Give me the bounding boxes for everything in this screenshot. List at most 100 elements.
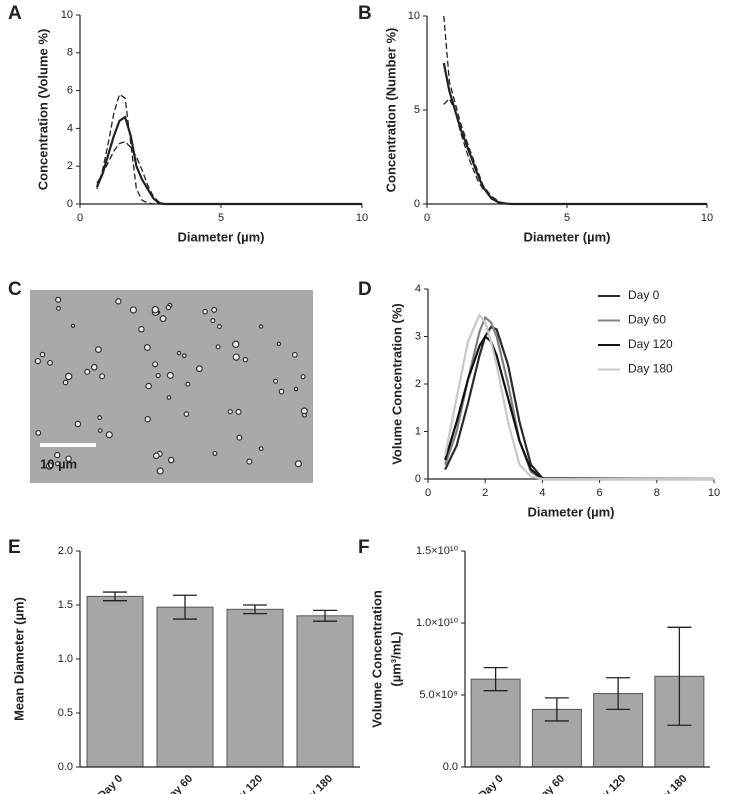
panel-letter: D [358,279,372,300]
particle [210,318,216,324]
particle [294,460,303,468]
particle [273,378,279,384]
particle [144,416,151,423]
particle [70,323,76,328]
error-bar [243,604,267,615]
x-tick-label: 0 [77,212,83,224]
particle [202,308,208,315]
particle [183,411,190,417]
particle [235,408,242,415]
particle [105,431,113,439]
panel-letter: A [8,3,22,24]
x-tick-label: Day 0 [477,773,506,794]
particle [45,462,54,470]
series-line [442,62,707,206]
particle [129,306,138,314]
panel-letter: C [8,279,22,300]
x-tick-label: 4 [539,487,545,499]
y-axis-title: Volume Concentration [369,590,384,728]
y-tick-label: 5.0×10⁹ [419,689,458,701]
y-tick-label: 1.5 [58,599,73,611]
particle [55,461,61,467]
series-line [95,115,362,206]
legend-label: Day 120 [628,337,673,351]
series-line [96,93,362,205]
particle [212,450,218,456]
y-axis-title: Volume Concentration (%) [389,303,404,465]
y-tick-label: 0 [415,473,421,485]
particle [39,351,46,358]
particle [138,326,145,333]
particle [300,374,306,380]
error-bar [606,677,631,711]
scale-bar-label: 10 µm [40,456,77,471]
y-axis-title: Mean Diameter (µm) [11,597,26,721]
particle [143,344,151,351]
series-line [443,97,707,205]
y-tick-label: 1.0 [58,653,73,665]
error-bar [313,609,337,622]
bar [86,595,144,768]
x-tick-label: 2 [482,487,488,499]
series-line [444,325,715,481]
error-bar [103,591,127,602]
y-tick-label: 6 [67,85,73,97]
particle [246,458,253,465]
particle [47,359,53,366]
particle [242,356,249,363]
bar [226,608,284,768]
particle [74,420,82,428]
particle [276,341,282,347]
y-tick-label: 8 [67,47,73,59]
particle [216,323,222,330]
particle [94,346,102,354]
particle [215,344,221,350]
particle [145,382,152,390]
y-tick-label: 0 [67,198,73,210]
particle [232,340,240,349]
panel-letter: B [358,3,372,24]
series-line [443,15,707,205]
y-axis-title: (µm³/mL) [388,631,403,686]
x-axis-title: Diameter (µm) [528,504,615,519]
y-tick-label: 0.0 [58,761,73,773]
particle [99,373,106,380]
y-tick-label: 0.5 [58,707,73,719]
legend-label: Day 60 [628,313,666,327]
particle [62,379,69,386]
legend-label: Day 180 [628,362,673,376]
y-tick-label: 10 [408,10,420,22]
particle [152,361,159,368]
series-line [444,315,714,481]
y-tick-label: 5 [414,104,420,116]
x-tick-label: Day 180 [652,773,690,794]
particle [91,363,98,371]
particle [167,456,175,464]
y-tick-label: 2.0 [58,545,73,557]
series-line [444,313,714,481]
particle [165,304,172,311]
particle [155,372,161,379]
x-tick-label: 0 [425,487,431,499]
particle [54,451,61,459]
error-bar [667,626,692,726]
x-tick-label: Day 60 [533,773,567,794]
x-tick-label: 5 [564,212,570,224]
particle [181,353,187,359]
particle [195,365,203,373]
x-tick-label: 0 [424,212,430,224]
series-line [444,334,714,481]
y-tick-label: 2 [415,378,421,390]
x-tick-label: Day 180 [297,773,335,794]
x-tick-label: 6 [597,487,603,499]
particle [291,351,298,358]
x-axis-title: Diameter (µm) [178,229,265,244]
particle [151,305,160,314]
y-axis-title: Concentration (Volume %) [35,29,50,191]
particle [97,428,103,433]
x-tick-label: 10 [701,212,713,224]
panel-letter: F [358,537,370,558]
y-tick-label: 3 [415,330,421,342]
particle [64,372,73,381]
y-tick-label: 4 [415,283,421,295]
